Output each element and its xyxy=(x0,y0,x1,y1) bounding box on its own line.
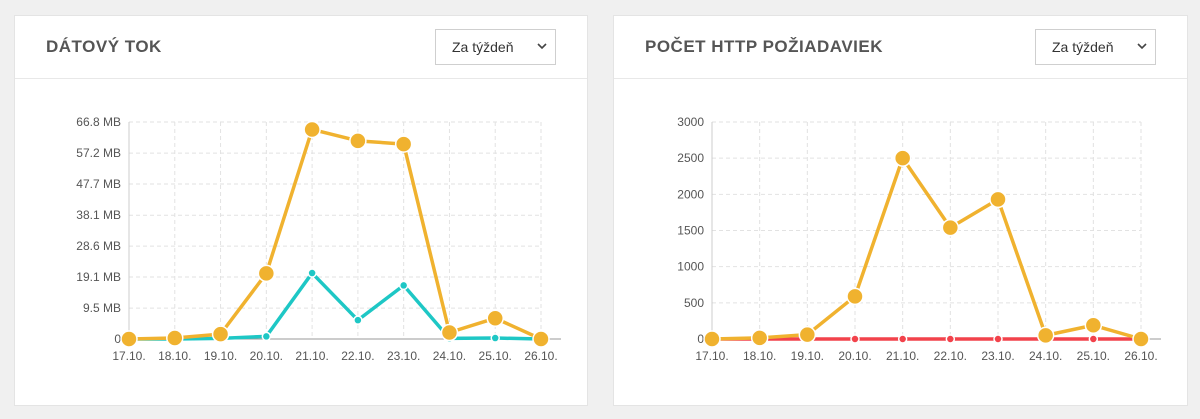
y-tick-label: 28.6 MB xyxy=(76,239,121,253)
x-tick-label: 19.10. xyxy=(204,349,237,363)
series-1-point xyxy=(211,325,230,343)
series-2-point xyxy=(307,268,317,278)
x-tick-label: 26.10. xyxy=(1124,349,1157,363)
x-tick-label: 25.10. xyxy=(1077,349,1110,363)
card-header: DÁTOVÝ TOK Za týždeň xyxy=(15,16,587,79)
series-1-point xyxy=(798,325,817,344)
x-tick-label: 22.10. xyxy=(934,349,967,363)
x-tick-label: 26.10. xyxy=(524,349,557,363)
period-select[interactable]: Za týždeň xyxy=(1035,29,1156,65)
x-tick-label: 17.10. xyxy=(112,349,145,363)
y-tick-label: 2500 xyxy=(677,151,704,165)
series-2-point xyxy=(261,331,272,342)
chevron-down-icon xyxy=(537,43,547,50)
series-2-point xyxy=(353,315,363,325)
y-tick-label: 1500 xyxy=(677,224,704,238)
http-requests-card: POČET HTTP POŽIADAVIEK Za týždeň 0 500 100… xyxy=(613,15,1188,406)
series-1-point xyxy=(303,120,321,139)
series-line-1 xyxy=(711,156,1142,341)
y-tick-label: 9.5 MB xyxy=(83,301,121,315)
series-1-point xyxy=(532,330,550,348)
x-tick-label: 22.10. xyxy=(341,349,374,363)
x-tick-label: 23.10. xyxy=(387,349,420,363)
series-line-2 xyxy=(129,271,542,341)
series-1-point xyxy=(750,329,769,347)
x-tick-label: 23.10. xyxy=(981,349,1014,363)
y-tick-label: 500 xyxy=(684,296,704,310)
card-header: POČET HTTP POŽIADAVIEK Za týždeň xyxy=(614,16,1187,79)
series-1-point xyxy=(893,149,912,167)
x-tick-label: 18.10. xyxy=(743,349,776,363)
series-1-point xyxy=(257,264,276,283)
series-1-point xyxy=(120,330,138,348)
period-select-value: Za týždeň xyxy=(452,39,514,55)
chevron-down-icon xyxy=(1137,43,1147,50)
card-title: POČET HTTP POŽIADAVIEK xyxy=(645,37,884,56)
http-requests-chart: 0 500 1000 1500 2000 2500 3000 17.10. 18.10. 19.1… xyxy=(677,115,1161,363)
series-1-point xyxy=(941,218,960,237)
y-tick-label: 66.8 MB xyxy=(76,115,121,129)
card-title: DÁTOVÝ TOK xyxy=(46,37,162,56)
series-2-point xyxy=(993,334,1003,344)
y-tick-label: 2000 xyxy=(677,187,704,201)
y-tick-label: 38.1 MB xyxy=(76,208,121,222)
series-1-point xyxy=(349,132,367,150)
y-tick-label: 47.7 MB xyxy=(76,177,121,191)
series-2-point xyxy=(897,334,908,344)
period-select-value: Za týždeň xyxy=(1052,39,1114,55)
x-tick-label: 17.10. xyxy=(695,349,728,363)
x-tick-label: 24.10. xyxy=(433,349,466,363)
x-tick-label: 19.10. xyxy=(791,349,824,363)
y-tick-label: 0 xyxy=(114,332,121,346)
series-1-point xyxy=(989,190,1007,209)
series-2-point xyxy=(398,280,409,291)
series-1-point xyxy=(166,329,184,347)
series-1-point xyxy=(1036,326,1055,345)
series-line-1 xyxy=(128,127,542,341)
series-1-point xyxy=(440,323,459,342)
series-1-point xyxy=(486,309,504,327)
series-1-point xyxy=(846,287,864,306)
period-select[interactable]: Za týždeň xyxy=(435,29,556,65)
series-2-point xyxy=(945,334,956,344)
data-flow-chart: 0 9.5 MB 19.1 MB 28.6 MB 38.1 MB 47.7 MB 57.2 … xyxy=(76,115,561,363)
series-2-point xyxy=(490,333,500,343)
x-tick-label: 20.10. xyxy=(250,349,283,363)
x-tick-label: 21.10. xyxy=(886,349,919,363)
y-tick-label: 3000 xyxy=(677,115,704,129)
x-tick-label: 21.10. xyxy=(295,349,328,363)
series-2-point xyxy=(1088,334,1099,344)
series-1-point xyxy=(703,330,721,348)
y-tick-label: 0 xyxy=(697,332,704,346)
x-tick-label: 18.10. xyxy=(158,349,191,363)
series-1-point xyxy=(1084,316,1103,335)
y-tick-label: 57.2 MB xyxy=(76,146,121,160)
x-tick-label: 25.10. xyxy=(479,349,512,363)
x-tick-label: 24.10. xyxy=(1029,349,1062,363)
data-flow-card: DÁTOVÝ TOK Za týždeň 0 9.5 MB 19.1 MB 28.6 … xyxy=(14,15,588,406)
series-1-point xyxy=(394,135,413,153)
y-tick-label: 1000 xyxy=(677,260,704,274)
series-1-point xyxy=(1132,330,1150,348)
y-tick-label: 19.1 MB xyxy=(76,270,121,284)
series-2-point xyxy=(850,334,860,344)
x-tick-label: 20.10. xyxy=(838,349,871,363)
